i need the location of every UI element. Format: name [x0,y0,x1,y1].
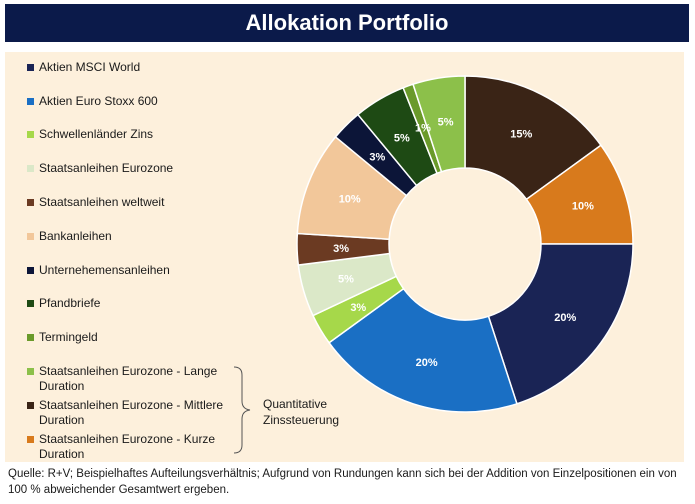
slice-label: 5% [394,132,410,144]
legend-item: Schwellenländer Zins [27,127,257,142]
legend-label: Schwellenländer Zins [39,127,154,141]
legend-item: Unternehemensanleihen [27,263,257,278]
legend-label: Aktien MSCI World [39,60,141,74]
legend-label: Staatsanleihen Eurozone [39,161,174,175]
legend-label: Staatsanleihen weltweit [39,195,165,209]
slice-label: 20% [416,357,438,369]
legend-label: Termingeld [39,330,98,344]
legend-item: Staatsanleihen Eurozone - Lange Duration [27,364,239,394]
legend-label: Aktien Euro Stoxx 600 [39,94,158,108]
legend-swatch [27,233,34,240]
slice-label: 5% [438,117,454,129]
slice-label: 5% [338,274,354,286]
bracket [233,366,251,454]
legend-label: Pfandbriefe [39,296,101,310]
legend-label: Unternehemensanleihen [39,263,170,277]
bracket-label: Quantitative Zinssteuerung [263,397,340,427]
legend-item: Staatsanleihen Eurozone - Kurze Duration [27,432,239,462]
legend-label: Staatsanleihen Eurozone - Lange Duration [39,364,218,393]
legend-item: Staatsanleihen Eurozone - Mittlere Durat… [27,398,239,428]
slice-label: 10% [572,201,594,213]
donut-slice [464,75,602,201]
slice-label: 1% [415,122,431,134]
slice-label: 3% [333,243,349,255]
legend-item: Aktien Euro Stoxx 600 [27,94,257,109]
legend-swatch [27,267,34,274]
legend-swatch [27,131,34,138]
legend-item: Staatsanleihen weltweit [27,195,257,210]
legend-swatch [27,436,34,443]
slice-label: 20% [554,312,576,324]
legend-label: Staatsanleihen Eurozone - Kurze Duration [39,432,216,461]
legend-item: Aktien MSCI World [27,60,257,75]
donut-slice [487,243,634,405]
legend-swatch [27,98,34,105]
slice-label: 10% [339,193,361,205]
legend-item: Staatsanleihen Eurozone [27,161,257,176]
donut-slice [412,75,466,173]
title-bar: Allokation Portfolio [5,4,689,42]
donut-slice [328,287,518,413]
legend-swatch [27,368,34,375]
legend-item: Termingeld [27,330,257,345]
legend-label: Bankanleihen [39,229,112,243]
legend-item: Pfandbriefe [27,296,257,311]
legend-swatch [27,334,34,341]
slice-label: 3% [369,151,385,163]
page-title: Allokation Portfolio [245,10,449,35]
source-note: Quelle: R+V; Beispielhaftes Aufteilungsv… [8,468,677,496]
legend-item: Bankanleihen [27,229,257,244]
legend-swatch [27,199,34,206]
legend-label: Staatsanleihen Eurozone - Mittlere Durat… [39,398,224,427]
legend-swatch [27,402,34,409]
slice-label: 3% [350,302,366,314]
legend-swatch [27,165,34,172]
slice-label: 15% [510,129,532,141]
legend-swatch [27,64,34,71]
legend-swatch [27,300,34,307]
